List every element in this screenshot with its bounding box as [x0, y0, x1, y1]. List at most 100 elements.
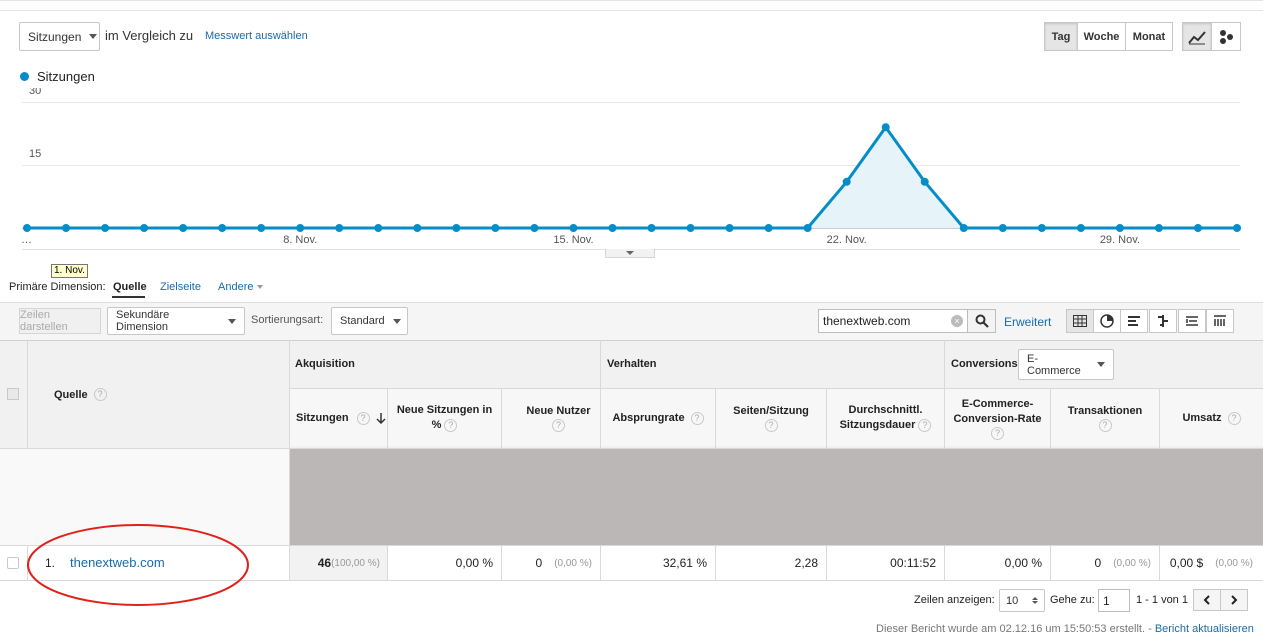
sort-select[interactable]: Standard [331, 307, 408, 335]
row-sessions: 46 [317, 556, 332, 570]
data-point[interactable] [1115, 224, 1124, 232]
data-point[interactable] [881, 123, 890, 132]
help-icon[interactable]: ? [356, 411, 370, 425]
dimension-other[interactable]: Andere [218, 281, 264, 293]
data-point[interactable] [413, 224, 422, 232]
sessions-column-header[interactable]: Sitzungen ? [290, 389, 387, 447]
data-point[interactable] [335, 224, 344, 232]
row-new-users-cell: 0 (0,00 %) [502, 546, 600, 580]
data-point[interactable] [179, 224, 188, 232]
motion-chart-button[interactable] [1211, 22, 1241, 51]
columns-icon [1214, 315, 1226, 326]
select-all-checkbox[interactable] [7, 388, 19, 400]
session-duration-column-header[interactable]: Durchschnittl. Sitzungsdauer ? [827, 389, 944, 447]
data-point[interactable] [530, 224, 539, 232]
goto-input[interactable]: 1 [1098, 589, 1130, 612]
data-point[interactable] [1233, 224, 1241, 232]
data-point[interactable] [842, 177, 851, 186]
data-point[interactable] [647, 224, 656, 232]
data-point[interactable] [1154, 224, 1163, 232]
data-point[interactable] [296, 224, 305, 232]
transactions-column-header[interactable]: Transaktionen ? [1051, 389, 1159, 447]
chevron-left-icon [1203, 595, 1210, 605]
week-button[interactable]: Woche [1077, 22, 1126, 51]
data-point[interactable] [920, 177, 929, 186]
term-cloud-view-button[interactable] [1178, 309, 1206, 333]
search-icon [975, 314, 989, 328]
pie-view-button[interactable] [1093, 309, 1121, 333]
metric-link[interactable]: Messwert auswählen [205, 30, 308, 42]
annotation-ellipse [27, 524, 249, 606]
clear-icon[interactable]: × [951, 315, 963, 327]
data-point[interactable] [140, 224, 149, 232]
data-point[interactable] [1037, 224, 1046, 232]
dimension-source[interactable]: Quelle [113, 281, 147, 293]
x-tick-label: 29. Nov. [1100, 234, 1140, 246]
pages-per-session-column-header[interactable]: Seiten/Sitzung ? [716, 389, 826, 447]
help-icon[interactable]: ? [1227, 411, 1241, 425]
pivot-view-button[interactable] [1206, 309, 1234, 333]
advanced-filter-link[interactable]: Erweitert [1004, 315, 1052, 329]
data-point[interactable] [374, 224, 383, 232]
search-input[interactable]: thenextweb.com × [818, 309, 968, 333]
help-icon[interactable]: ? [690, 411, 704, 425]
data-point[interactable] [452, 224, 461, 232]
data-point[interactable] [569, 224, 578, 232]
dimension-landing-page[interactable]: Zielseite [160, 281, 201, 293]
sessions-chart: 30 15 … 8. Nov. 15. Nov. 22. Nov. 29. Nov. [21, 88, 1241, 250]
data-point[interactable] [725, 224, 734, 232]
data-point[interactable] [998, 224, 1007, 232]
data-point[interactable] [686, 224, 695, 232]
bar-list-icon [1128, 316, 1140, 326]
next-page-button[interactable] [1220, 589, 1248, 611]
table-view-button[interactable] [1066, 309, 1094, 333]
month-button[interactable]: Monat [1125, 22, 1173, 51]
plot-rows-button[interactable]: Zeilen darstellen [19, 308, 101, 334]
rows-select[interactable]: 10 [999, 589, 1045, 612]
refresh-report-link[interactable]: Bericht aktualisieren [1154, 623, 1254, 635]
comparison-view-button[interactable] [1149, 309, 1177, 333]
row-source-link[interactable]: thenextweb.com [70, 555, 165, 570]
data-point[interactable] [23, 224, 31, 232]
data-point[interactable] [491, 224, 500, 232]
day-button[interactable]: Tag [1044, 22, 1078, 51]
row-new-users-pct: (0,00 %) [554, 557, 592, 569]
help-icon[interactable]: ? [552, 419, 565, 432]
row-checkbox[interactable] [7, 557, 19, 569]
new-sessions-column-header[interactable]: Neue Sitzungen in % ? [388, 389, 501, 447]
data-point[interactable] [218, 224, 227, 232]
data-point[interactable] [764, 224, 773, 232]
help-icon[interactable]: ? [991, 426, 1004, 440]
data-point[interactable] [1193, 224, 1202, 232]
data-point[interactable] [101, 224, 110, 232]
new-users-column-header[interactable]: Neue Nutzer ? [502, 389, 615, 447]
comparison-icon [1158, 315, 1168, 327]
line-chart-button[interactable] [1182, 22, 1212, 51]
data-point[interactable] [803, 224, 812, 232]
chevron-right-icon [1231, 595, 1238, 605]
performance-view-button[interactable] [1120, 309, 1148, 333]
metric-select[interactable]: Sitzungen [19, 22, 100, 51]
data-point[interactable] [257, 224, 266, 232]
secondary-dimension-select[interactable]: Sekundäre Dimension [107, 307, 245, 335]
bounce-rate-column-header[interactable]: Absprungrate ? [601, 389, 715, 447]
help-icon[interactable]: ? [93, 388, 107, 401]
ecommerce-rate-column-header[interactable]: E-Commerce- Conversion-Rate ? [945, 389, 1050, 447]
dimension-other-label: Andere [218, 281, 254, 293]
conversions-select[interactable]: E-Commerce [1018, 349, 1114, 380]
data-point[interactable] [608, 224, 617, 232]
help-icon[interactable]: ? [764, 419, 778, 432]
prev-page-button[interactable] [1193, 589, 1221, 611]
help-icon[interactable]: ? [1098, 419, 1112, 432]
help-icon[interactable]: ? [918, 418, 932, 432]
data-point[interactable] [1076, 224, 1085, 232]
source-column-header[interactable]: Quelle ? [54, 388, 107, 401]
updown-icon [1032, 597, 1038, 604]
search-button[interactable] [967, 309, 996, 333]
data-point[interactable] [959, 224, 968, 232]
data-point[interactable] [62, 224, 71, 232]
chart-collapse-handle[interactable] [605, 249, 655, 258]
help-icon[interactable]: ? [444, 418, 458, 432]
revenue-column-header[interactable]: Umsatz ? [1160, 389, 1263, 447]
primary-dimension-label: Primäre Dimension: [9, 281, 106, 293]
